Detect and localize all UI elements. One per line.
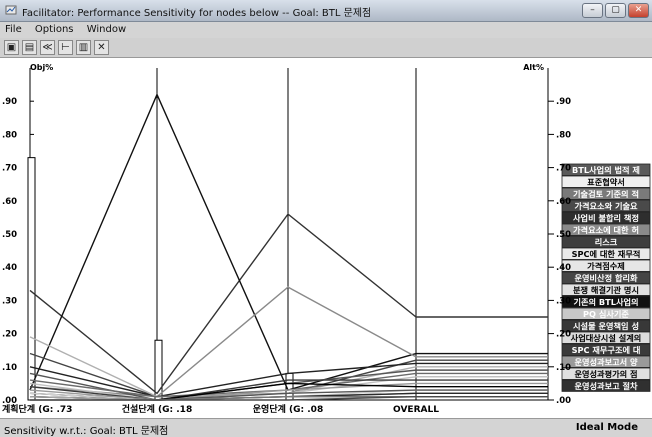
- legend-box: [561, 163, 651, 176]
- legend-label: 기술검토 기준의 적: [573, 189, 639, 199]
- alternative-line: [29, 213, 417, 395]
- right-tick-label: .50: [556, 230, 571, 240]
- category-label: 운영단계 (G: .08: [253, 403, 323, 415]
- left-tick-label: .30: [2, 296, 17, 306]
- left-tick-label: .60: [2, 197, 17, 207]
- menu-window[interactable]: Window: [86, 24, 127, 35]
- left-tick-label: .00: [2, 396, 17, 406]
- right-tick-label: .80: [556, 130, 571, 140]
- status-mode: Ideal Mode: [575, 422, 638, 433]
- legend-box: [561, 379, 651, 392]
- legend-label: SPC 재무구조에 대: [572, 345, 641, 355]
- legend-label: SPC에 대한 재무적: [572, 249, 641, 259]
- window-title: Facilitator: Performance Sensitivity for…: [22, 8, 372, 19]
- right-tick-label: .10: [556, 363, 571, 373]
- legend-label: 운영성과보고서 양: [574, 357, 638, 367]
- legend-box: [561, 211, 651, 224]
- legend-box: [561, 307, 651, 320]
- right-tick-label: .20: [556, 330, 571, 340]
- right-axis-title: Alt%: [523, 63, 544, 72]
- alternative-line: [29, 92, 417, 391]
- right-tick-label: .90: [556, 97, 571, 107]
- minimize-button[interactable]: –: [582, 3, 603, 18]
- export-icon[interactable]: ▥: [76, 40, 91, 55]
- sort-icon[interactable]: ≪: [40, 40, 55, 55]
- legend-box: [561, 175, 651, 188]
- legend-label: 운영성과평가의 점: [574, 369, 637, 379]
- title-bar[interactable]: Facilitator: Performance Sensitivity for…: [0, 0, 652, 22]
- legend-box: [561, 331, 651, 344]
- category-label: 계획단계 (G: .73: [2, 403, 72, 415]
- status-sensitivity: Sensitivity w.r.t.: Goal: BTL 문제점: [4, 426, 169, 437]
- legend-box: [561, 283, 651, 296]
- legend-label: BTL사업의 법적 제: [572, 165, 640, 175]
- legend-box: [561, 223, 651, 236]
- legend-box: [561, 295, 651, 308]
- legend-box: [561, 319, 651, 332]
- left-tick-label: .10: [2, 363, 17, 373]
- legend-label: 운영성과보고 절차: [574, 381, 638, 391]
- menu-file[interactable]: File: [5, 24, 22, 35]
- copy-icon[interactable]: ▤: [22, 40, 37, 55]
- legend-label: 분쟁 해결기관 명시: [573, 285, 639, 295]
- right-tick-label: .70: [556, 164, 571, 174]
- legend-label: 리스크: [595, 237, 618, 247]
- category-label: 건설단계 (G: .18: [122, 403, 192, 415]
- legend-box: [561, 367, 651, 380]
- menu-bar: File Options Window: [0, 22, 652, 38]
- legend-box: [561, 235, 651, 248]
- alternative-line: [29, 379, 416, 401]
- objective-bar: [27, 157, 36, 401]
- delete-icon[interactable]: ✕: [94, 40, 109, 55]
- close-button[interactable]: ✕: [628, 3, 649, 18]
- legend-box: [561, 271, 651, 284]
- left-tick-label: .80: [2, 130, 17, 140]
- legend-label: 사업비 불합리 책정: [573, 213, 639, 223]
- right-tick-label: .60: [556, 197, 571, 207]
- right-tick-label: .30: [556, 296, 571, 306]
- legend-label: 운영비산정 합리화: [574, 273, 638, 283]
- status-bar: Sensitivity w.r.t.: Goal: BTL 문제점 Ideal …: [0, 418, 652, 437]
- left-tick-label: .20: [2, 330, 17, 340]
- legend-box: [561, 187, 651, 200]
- alternative-line: [30, 395, 417, 401]
- left-tick-label: .50: [2, 230, 17, 240]
- legend-label: 표준협약서: [587, 177, 625, 187]
- alternative-line: [29, 362, 417, 398]
- grid-icon[interactable]: ⊢: [58, 40, 73, 55]
- legend-label: PQ 심사기준: [583, 309, 629, 319]
- legend-label: 가격요소에 대한 허: [573, 225, 639, 235]
- legend-label: 가격요소와 기술요: [574, 201, 638, 211]
- app-icon: [5, 5, 17, 15]
- left-tick-label: .40: [2, 263, 17, 273]
- legend-box: [561, 343, 651, 356]
- right-tick-label: .40: [556, 263, 571, 273]
- maximize-button[interactable]: ▢: [605, 3, 626, 18]
- legend-box: [561, 355, 651, 368]
- legend-label: 사업대상시설 설계의: [571, 333, 642, 343]
- left-tick-label: .70: [2, 164, 17, 174]
- category-label: OVERALL: [393, 405, 439, 415]
- alternative-line: [29, 372, 417, 398]
- menu-options[interactable]: Options: [34, 24, 74, 35]
- legend-box: [561, 259, 651, 272]
- legend-label: 기존의 BTL사업의: [573, 297, 638, 307]
- print-icon[interactable]: ▣: [4, 40, 19, 55]
- toolbar: ▣ ▤ ≪ ⊢ ▥ ✕: [0, 38, 652, 58]
- legend-label: 시설물 운영책임 성: [573, 321, 639, 331]
- legend-box: [561, 199, 651, 212]
- legend-label: 가격점수제: [587, 261, 625, 271]
- legend-box: [561, 247, 651, 260]
- left-axis-title: Obj%: [30, 63, 53, 72]
- alternative-line: [29, 382, 417, 401]
- right-tick-label: .00: [556, 396, 571, 406]
- left-tick-label: .90: [2, 97, 17, 107]
